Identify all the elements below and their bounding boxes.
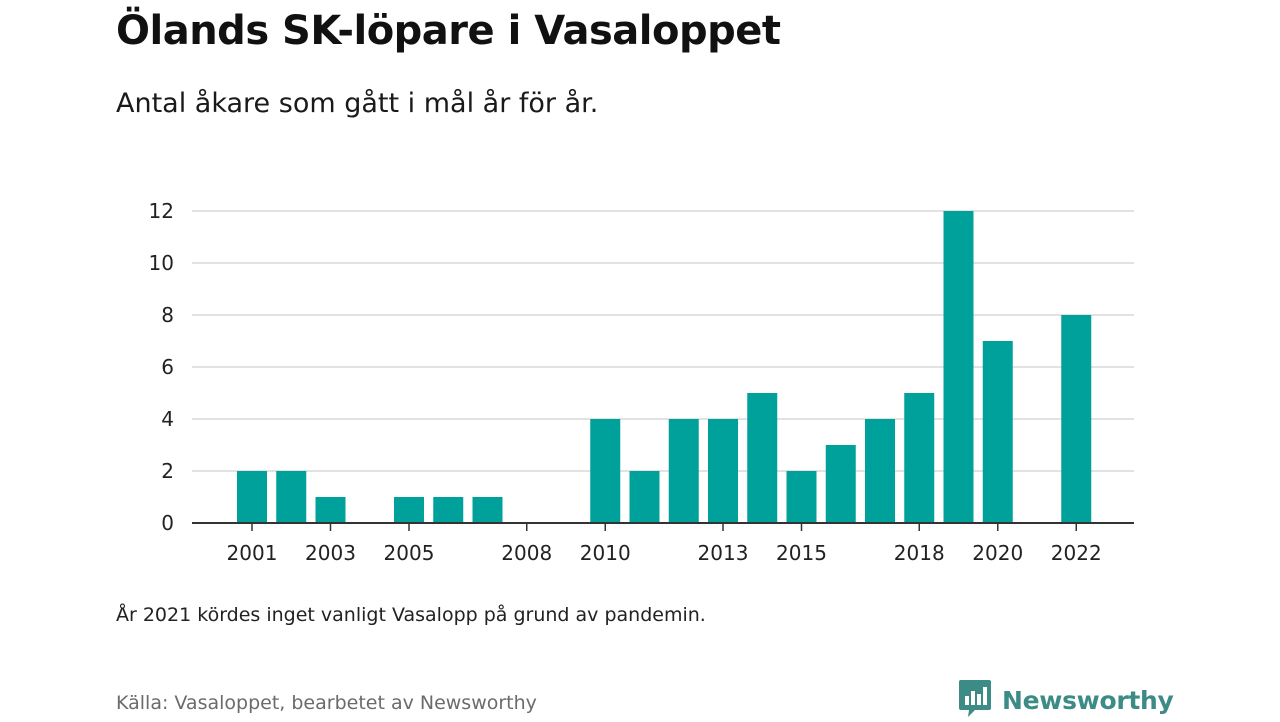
y-tick-label: 8 [161,303,174,327]
x-tick-label: 2010 [580,541,631,565]
brand-logo[interactable]: Newsworthy [958,680,1174,720]
gridlines [192,210,1134,472]
x-tick-label: 2015 [776,541,827,565]
x-tick-label: 2013 [698,541,749,565]
bar-2014[interactable] [747,393,778,523]
bar-2003[interactable] [315,497,346,523]
bar-2017[interactable] [865,419,895,523]
bar-2022[interactable] [1061,315,1092,523]
bar-2010[interactable] [590,419,621,523]
y-tick-label: 12 [149,199,174,223]
bars [237,211,1092,523]
chart-note: År 2021 kördes inget vanligt Vasalopp på… [116,604,706,626]
chart-subtitle: Antal åkare som gått i mål år för år. [116,88,599,119]
y-tick-label: 6 [161,355,174,379]
x-axis-ticks: 2001 2003 2005 2008 2010 2013 2015 2018 2020 2022 [227,523,1102,565]
y-axis-ticks: 0 2 4 6 8 10 12 [149,199,174,535]
bar-2018[interactable] [904,393,935,523]
newsworthy-logo-icon [958,678,992,722]
bar-2007[interactable] [472,497,503,523]
x-tick-label: 2020 [972,541,1023,565]
bar-2002[interactable] [276,471,307,523]
bar-2016[interactable] [825,445,856,523]
bar-2012[interactable] [668,419,699,523]
x-tick-label: 2001 [227,541,278,565]
bar-2005[interactable] [394,497,424,523]
bar-2006[interactable] [433,497,464,523]
bar-2019[interactable] [943,211,974,523]
bar-2013[interactable] [708,419,738,523]
x-tick-label: 2022 [1051,541,1102,565]
y-tick-label: 10 [149,251,174,275]
source-credit: Källa: Vasaloppet, bearbetet av Newswort… [116,692,537,714]
bar-2020[interactable] [982,341,1013,523]
y-tick-label: 4 [161,407,174,431]
x-tick-label: 2008 [501,541,552,565]
y-tick-label: 0 [161,511,174,535]
bar-2015[interactable] [786,471,817,523]
bar-2011[interactable] [629,471,660,523]
y-tick-label: 2 [161,459,174,483]
x-tick-label: 2003 [305,541,356,565]
x-tick-label: 2018 [894,541,945,565]
x-tick-label: 2005 [384,541,435,565]
chart-title: Ölands SK-löpare i Vasaloppet [116,8,781,54]
brand-name: Newsworthy [1002,685,1174,715]
bar-2001[interactable] [237,471,267,523]
